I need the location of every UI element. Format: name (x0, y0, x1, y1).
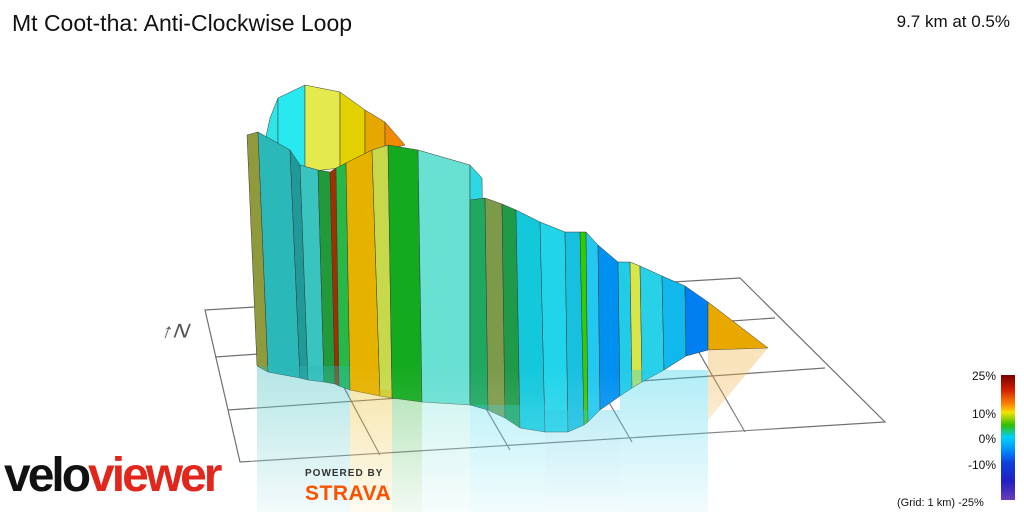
logo-viewer: viewer (88, 449, 222, 502)
grid-scale-text: (Grid: 1 km) (897, 497, 956, 509)
legend-label-25: 25% (971, 369, 996, 383)
legend-label-10: 10% (971, 407, 996, 421)
page-title: Mt Coot-tha: Anti-Clockwise Loop (12, 10, 353, 36)
powered-by-label: POWERED BY (305, 468, 384, 479)
legend-label-neg25: -25% (958, 497, 984, 509)
grid-scale-note: (Grid: 1 km) -25% (897, 497, 984, 509)
route-summary: 9.7 km at 0.5% (896, 12, 1010, 31)
gradient-colorbar (1001, 375, 1015, 500)
legend-label-0: 0% (978, 432, 996, 446)
legend-label-neg10: -10% (967, 458, 996, 472)
elevation-reflection (250, 348, 780, 512)
strava-logo[interactable]: STRAVA (305, 482, 392, 505)
logo-velo: velo (4, 449, 91, 502)
veloviewer-logo[interactable]: veloviewer (4, 449, 222, 502)
